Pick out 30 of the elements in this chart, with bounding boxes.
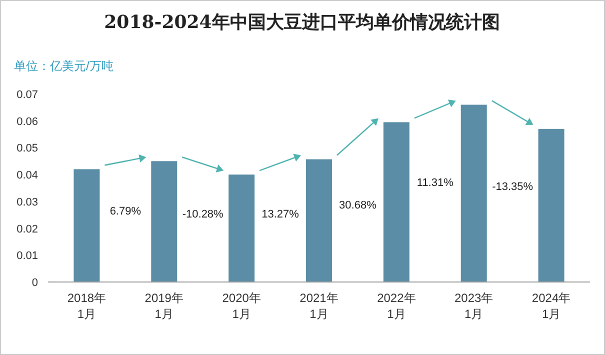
x-tick-label: 2021年 1月 xyxy=(300,291,338,321)
bar xyxy=(151,161,178,282)
y-tick-label: 0 xyxy=(32,277,38,289)
annotation: 30.68% xyxy=(339,199,377,212)
y-tick-label: 0.06 xyxy=(16,116,38,128)
annotation: -10.28% xyxy=(182,208,224,221)
x-tick-label: 2023年 1月 xyxy=(454,291,494,321)
chart-title: 2018-2024年中国大豆进口平均单价情况统计图 xyxy=(104,12,500,33)
y-tick-label: 0.05 xyxy=(16,142,38,155)
annotation: 11.31% xyxy=(416,177,454,190)
bar xyxy=(74,169,100,282)
x-tick-label: 2024年 1月 xyxy=(532,291,571,321)
y-tick-label: 0.02 xyxy=(16,223,38,236)
x-tick-label: 2022年 1月 xyxy=(377,291,416,321)
bar xyxy=(228,174,255,282)
bar xyxy=(538,128,564,282)
y-tick-label: 0.04 xyxy=(16,170,38,182)
bar xyxy=(306,159,332,282)
bar xyxy=(383,122,410,282)
bar xyxy=(460,104,487,282)
y-axis-title: 单位：亿美元/万吨 xyxy=(14,59,114,73)
x-tick-label: 2020年 1月 xyxy=(222,291,261,321)
annotation: -13.35% xyxy=(492,181,534,194)
y-tick-label: 0.03 xyxy=(16,196,38,208)
y-tick-label: 0.01 xyxy=(16,250,38,262)
annotation: 6.79% xyxy=(110,205,142,218)
annotation: 13.27% xyxy=(262,208,300,221)
x-tick-label: 2018年 1月 xyxy=(67,291,106,321)
x-tick-label: 2019年 1月 xyxy=(144,291,184,321)
y-tick-label: 0.07 xyxy=(16,89,38,101)
